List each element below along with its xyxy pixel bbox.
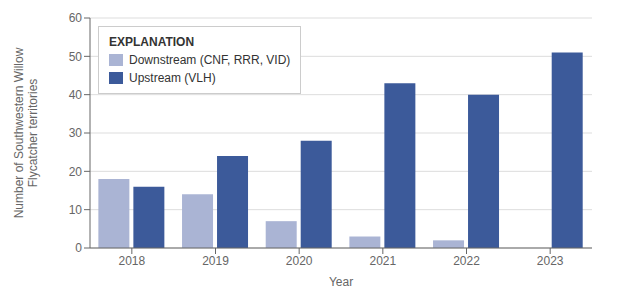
html-text:EXPLANATION: EXPLANATION: [109, 35, 195, 49]
svg-text:2022: 2022: [453, 254, 480, 268]
svg-text:40: 40: [69, 88, 83, 102]
html-text:Downstream (CNF, RRR, VID): Downstream (CNF, RRR, VID): [129, 53, 291, 67]
svg-text:Number of Southwestern WillowF: Number of Southwestern WillowFlycatcher …: [12, 47, 40, 218]
svg-text:0: 0: [75, 241, 82, 255]
html-text:Upstream (VLH): Upstream (VLH): [129, 71, 216, 85]
svg-text:2018: 2018: [118, 254, 145, 268]
svg-text:20: 20: [69, 165, 83, 179]
svg-text:10: 10: [69, 203, 83, 217]
svg-text:30: 30: [69, 126, 83, 140]
svg-text:60: 60: [69, 11, 83, 25]
svg-text:50: 50: [69, 50, 83, 64]
svg-text:2023: 2023: [537, 254, 564, 268]
svg-text:2021: 2021: [369, 254, 396, 268]
svg-text:2020: 2020: [286, 254, 313, 268]
svg-text:Year: Year: [329, 275, 353, 289]
svg-text:2019: 2019: [202, 254, 229, 268]
